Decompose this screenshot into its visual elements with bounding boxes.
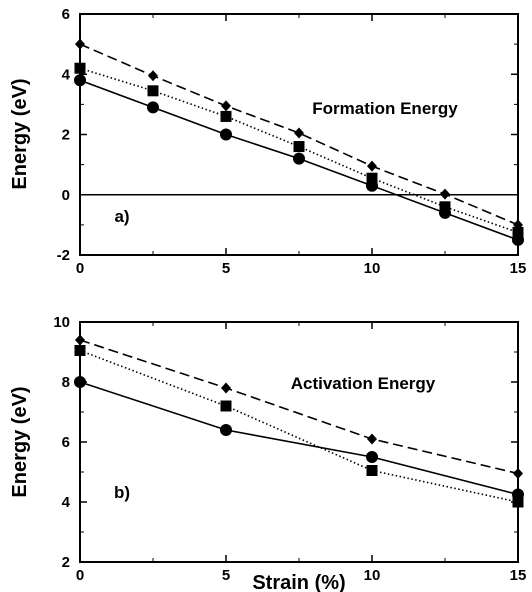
y-tick-label: 6 bbox=[62, 434, 70, 451]
x-tick-label: 10 bbox=[364, 260, 381, 277]
y-tick-label: 4 bbox=[62, 494, 71, 511]
series-line-solid bbox=[79, 381, 519, 496]
data-point-circle bbox=[147, 101, 159, 114]
data-point-circle bbox=[74, 74, 86, 87]
data-point-circle bbox=[293, 152, 305, 165]
data-point-diamond bbox=[367, 433, 377, 445]
data-point-diamond bbox=[513, 219, 523, 231]
data-point-circle bbox=[74, 376, 86, 388]
y-axis-label: Energy (eV) bbox=[9, 78, 31, 189]
y-tick-label: 2 bbox=[62, 127, 70, 144]
data-point-circle bbox=[366, 451, 378, 463]
data-point-square bbox=[220, 110, 232, 122]
data-point-square bbox=[293, 141, 305, 153]
y-axis-label: Energy (eV) bbox=[9, 386, 31, 497]
panel-label: a) bbox=[114, 207, 129, 226]
formation-energy-panel: 0 5 10 15 -2 0 2 4 6 Formation Energy a) Energy (eV… bbox=[9, 6, 526, 277]
data-point-square bbox=[147, 85, 159, 97]
y-tick-label: -2 bbox=[57, 247, 70, 264]
x-tick-label: 15 bbox=[510, 260, 527, 277]
y-tick-label: 0 bbox=[62, 187, 70, 204]
data-point-square bbox=[74, 62, 86, 74]
data-point-circle bbox=[220, 128, 232, 141]
data-point-diamond bbox=[148, 70, 158, 82]
y-tick-label: 2 bbox=[62, 554, 70, 571]
y-tick-label: 10 bbox=[53, 314, 70, 331]
x-axis-label: Strain (%) bbox=[252, 572, 345, 592]
y-tick-label: 4 bbox=[62, 66, 71, 83]
data-point-diamond bbox=[367, 160, 377, 172]
data-point-circle bbox=[220, 424, 232, 436]
chart-annotation: Activation Energy bbox=[291, 374, 436, 393]
series-line-dashed bbox=[79, 339, 519, 475]
data-point-square bbox=[512, 496, 524, 508]
data-point-diamond bbox=[513, 468, 523, 479]
data-point-diamond bbox=[75, 38, 85, 50]
data-point-diamond bbox=[221, 382, 231, 394]
panel-label: b) bbox=[114, 483, 130, 502]
activation-energy-panel: 0 5 10 15 2 4 6 8 10 Activation Energy b) Energy (e… bbox=[9, 314, 526, 592]
data-point-square bbox=[366, 172, 378, 184]
x-tick-label: 0 bbox=[76, 567, 84, 584]
data-point-square bbox=[366, 465, 378, 476]
data-point-diamond bbox=[294, 127, 304, 139]
data-point-square bbox=[74, 345, 86, 356]
data-point-square bbox=[439, 201, 451, 213]
data-point-diamond bbox=[75, 334, 85, 346]
x-tick-label: 5 bbox=[222, 567, 230, 584]
y-tick-label: 8 bbox=[62, 374, 70, 391]
data-point-square bbox=[512, 226, 524, 238]
x-tick-label: 5 bbox=[222, 260, 230, 277]
x-tick-label: 0 bbox=[76, 260, 84, 277]
data-point-diamond bbox=[221, 100, 231, 112]
x-tick-label: 15 bbox=[510, 567, 527, 584]
data-point-diamond bbox=[440, 188, 450, 200]
y-tick-label: 6 bbox=[62, 6, 70, 23]
data-point-square bbox=[220, 400, 232, 412]
plot-frame bbox=[79, 321, 519, 563]
chart-annotation: Formation Energy bbox=[312, 99, 458, 118]
x-tick-label: 10 bbox=[364, 567, 381, 584]
